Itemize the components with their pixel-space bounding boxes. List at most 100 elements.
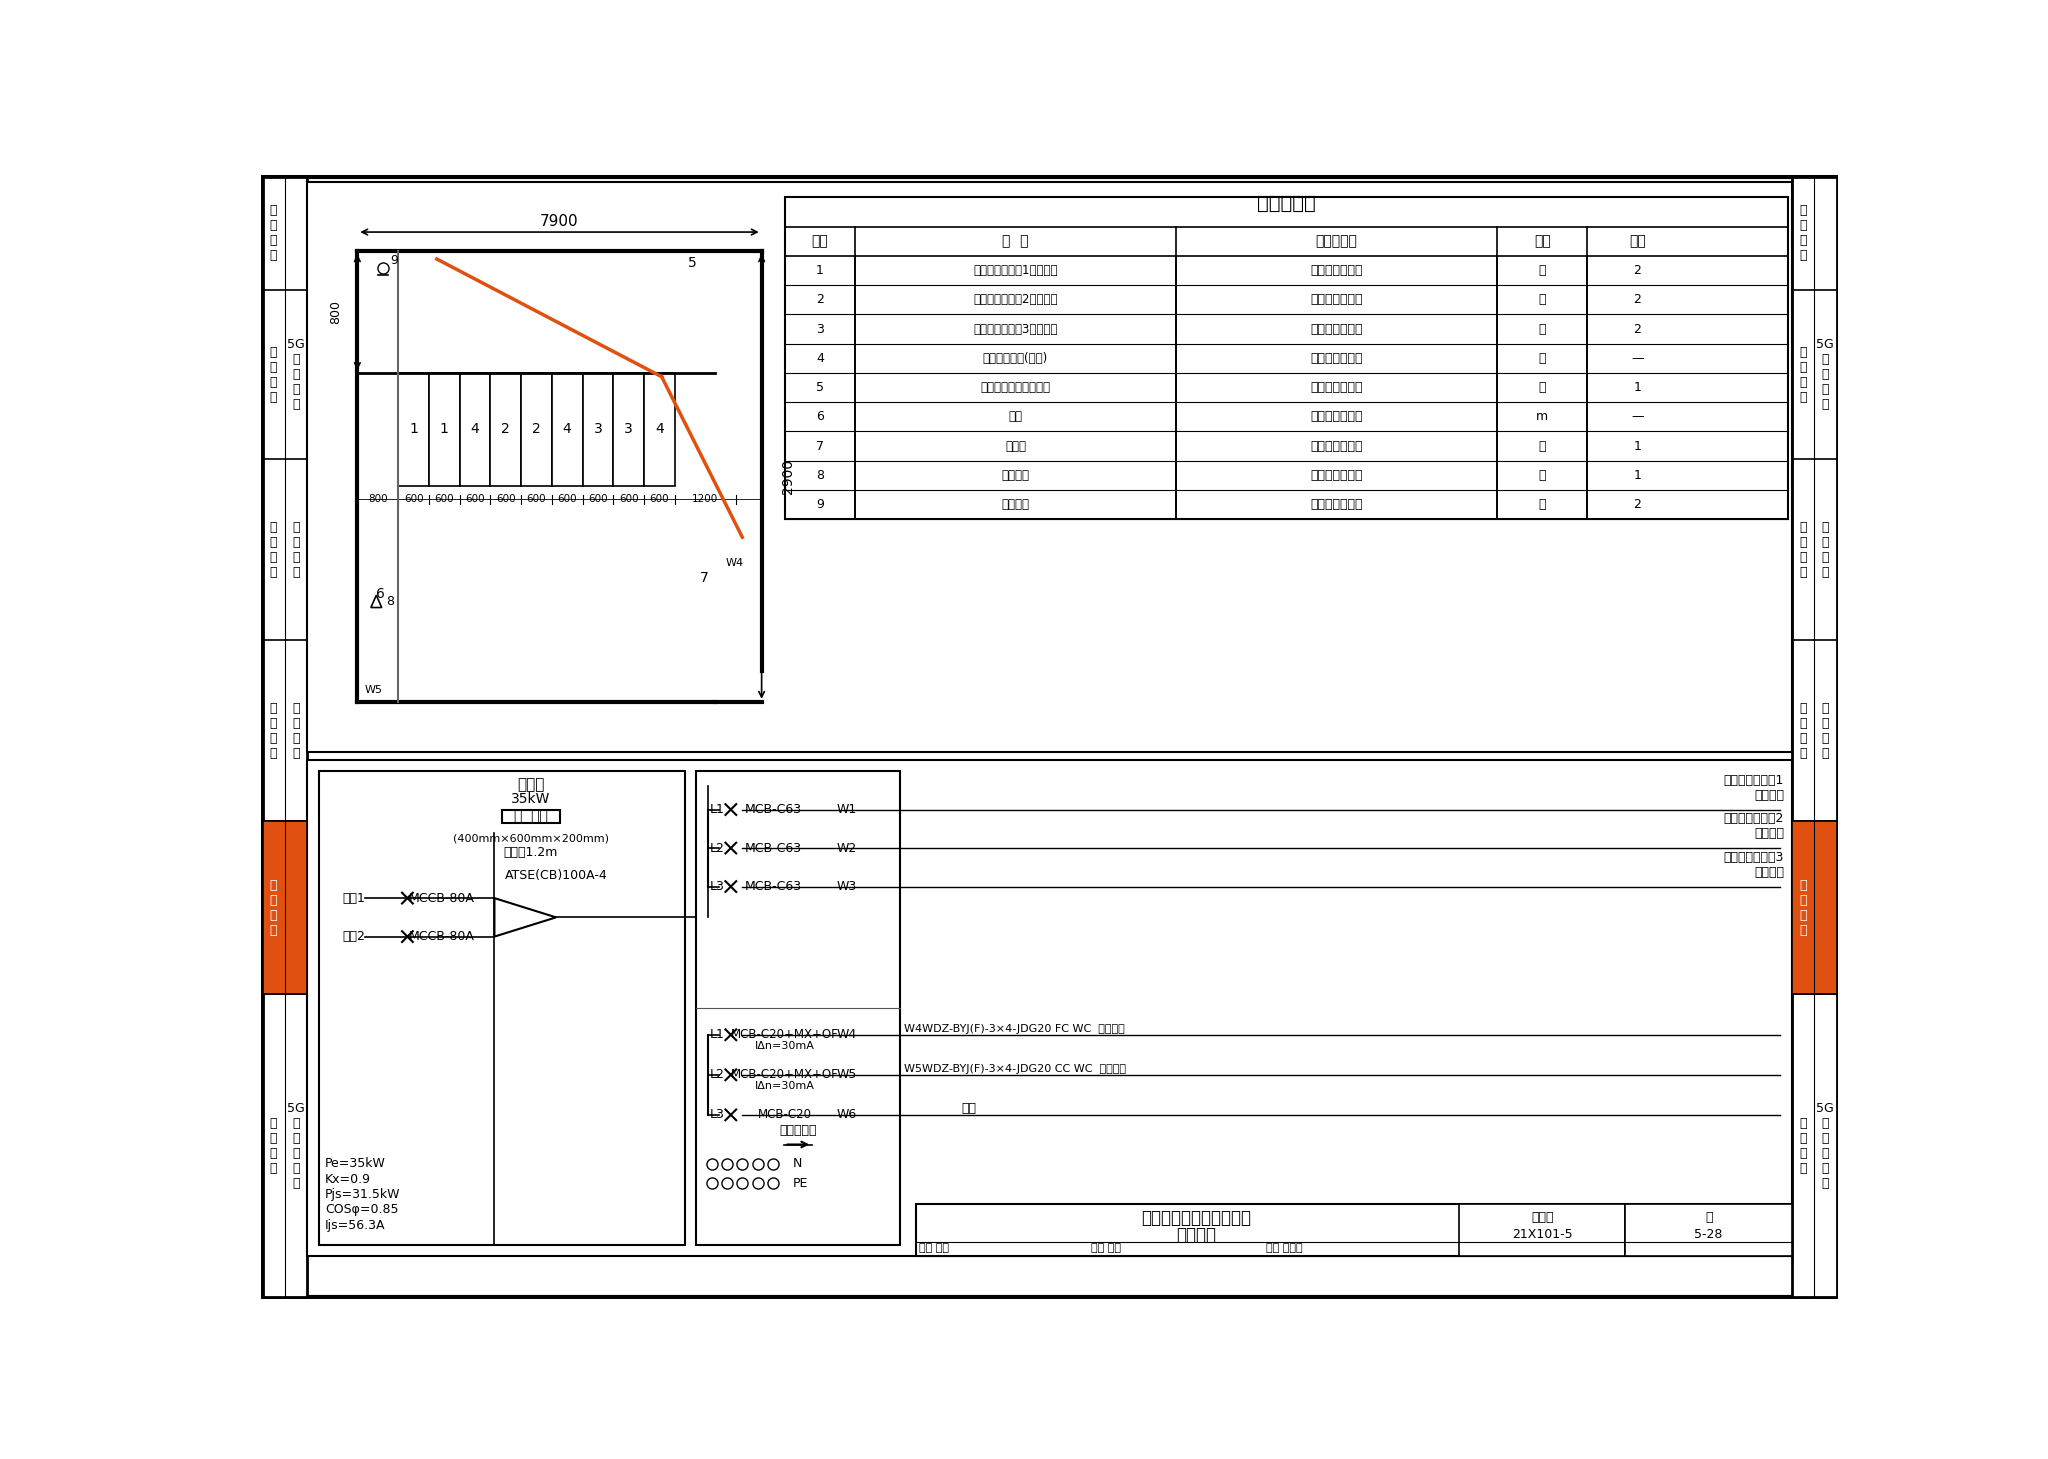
Bar <box>915 1204 1792 1256</box>
Text: 35kW: 35kW <box>512 792 551 805</box>
Bar <box>502 810 561 823</box>
Text: PE: PE <box>793 1176 807 1189</box>
Bar <box>582 374 612 486</box>
Text: 符
术
号
语: 符 术 号 语 <box>1798 204 1806 263</box>
Text: 4: 4 <box>471 422 479 436</box>
Bar <box>696 770 901 1245</box>
Text: 8: 8 <box>815 468 823 481</box>
Text: m: m <box>1536 410 1548 423</box>
Text: 7900: 7900 <box>541 214 580 229</box>
Text: 由工程设计确定: 由工程设计确定 <box>1311 468 1362 481</box>
Text: 5G
网
络
多
接
入: 5G 网 络 多 接 入 <box>1817 1102 1833 1189</box>
Text: 槽盒: 槽盒 <box>1008 410 1022 423</box>
Text: 市电1: 市电1 <box>342 891 365 905</box>
Text: 2: 2 <box>1634 264 1640 277</box>
Text: 建
筑
配
套: 建 筑 配 套 <box>1821 702 1829 760</box>
Text: 由工程设计确定: 由工程设计确定 <box>1311 381 1362 394</box>
Text: 单位: 单位 <box>1534 235 1550 248</box>
Text: 3: 3 <box>815 322 823 336</box>
Text: 5: 5 <box>688 255 696 270</box>
Text: W5: W5 <box>365 686 383 694</box>
Text: L3: L3 <box>711 1109 725 1122</box>
Text: 图集号: 图集号 <box>1532 1211 1552 1224</box>
Text: MCCB-80A: MCCB-80A <box>410 891 475 905</box>
Text: 600: 600 <box>649 495 670 505</box>
Text: 600: 600 <box>526 495 547 505</box>
Text: W4WDZ-BYJ(F)-3×4-JDG20 FC WC  检修插座: W4WDZ-BYJ(F)-3×4-JDG20 FC WC 检修插座 <box>903 1024 1124 1033</box>
Text: Kx=0.9: Kx=0.9 <box>326 1173 371 1186</box>
Text: 系
统
设
计: 系 统 设 计 <box>1798 346 1806 404</box>
Text: 建
筑
配
套: 建 筑 配 套 <box>293 521 299 579</box>
Text: 空调插座: 空调插座 <box>1001 468 1030 481</box>
Text: 型号及规格: 型号及规格 <box>1315 235 1358 248</box>
Text: L2: L2 <box>711 1068 725 1081</box>
Text: 6: 6 <box>815 410 823 423</box>
Text: 边
缘
计
算: 边 缘 计 算 <box>1798 1116 1806 1174</box>
Bar <box>1626 1204 1792 1256</box>
Text: 1200: 1200 <box>692 495 719 505</box>
Text: 块: 块 <box>1538 381 1546 394</box>
Text: W4: W4 <box>725 557 743 568</box>
Text: L1: L1 <box>711 1029 725 1042</box>
Text: 2: 2 <box>815 293 823 306</box>
Text: 名  称: 名 称 <box>1001 235 1028 248</box>
Text: 校对 游威: 校对 游威 <box>1092 1243 1120 1253</box>
Text: 个: 个 <box>1538 293 1546 306</box>
Text: 600: 600 <box>403 495 424 505</box>
Text: 600: 600 <box>557 495 578 505</box>
Text: 市电2: 市电2 <box>342 929 365 943</box>
Text: 600: 600 <box>496 495 516 505</box>
Text: 电信业务经营者1
通信机柜: 电信业务经营者1 通信机柜 <box>1724 773 1784 802</box>
Text: 建
筑
配
套: 建 筑 配 套 <box>293 702 299 760</box>
Text: —: — <box>1632 352 1645 365</box>
Text: 示
工
例
程: 示 工 例 程 <box>270 878 276 937</box>
Text: 设
施
施
工: 设 施 施 工 <box>270 702 276 760</box>
Bar <box>428 374 459 486</box>
Text: 底距地1.2m: 底距地1.2m <box>504 846 559 859</box>
Text: MCB-C63: MCB-C63 <box>745 842 801 855</box>
Text: 台: 台 <box>1538 439 1546 452</box>
Text: 电信业务经营者2通信机柜: 电信业务经营者2通信机柜 <box>973 293 1057 306</box>
Text: 备用: 备用 <box>963 1102 977 1115</box>
Text: 600: 600 <box>588 495 608 505</box>
Text: W6: W6 <box>836 1109 856 1122</box>
Text: 5G
网
络
覆
盖: 5G 网 络 覆 盖 <box>287 338 305 411</box>
Text: W5WDZ-BYJ(F)-3×4-JDG20 CC WC  空调插座: W5WDZ-BYJ(F)-3×4-JDG20 CC WC 空调插座 <box>903 1064 1126 1074</box>
Text: IΔn=30mA: IΔn=30mA <box>756 1040 815 1050</box>
Bar <box>307 182 1792 751</box>
Text: 800: 800 <box>330 301 342 324</box>
Text: 4: 4 <box>563 422 571 436</box>
Bar <box>1792 177 1837 1297</box>
Text: 电涌保护器: 电涌保护器 <box>780 1123 817 1137</box>
Text: 2: 2 <box>1634 322 1640 336</box>
Text: N: N <box>793 1157 803 1170</box>
Text: 检修插座: 检修插座 <box>1001 498 1030 511</box>
Text: 个: 个 <box>1538 352 1546 365</box>
Text: 电信业务经营者3
通信机柜: 电信业务经营者3 通信机柜 <box>1724 851 1784 878</box>
Text: IΔn=30mA: IΔn=30mA <box>756 1081 815 1091</box>
Text: 9: 9 <box>815 498 823 511</box>
Text: 设计 张卓鹏: 设计 张卓鹏 <box>1266 1243 1303 1253</box>
Bar <box>459 374 489 486</box>
Text: W5: W5 <box>836 1068 856 1081</box>
Text: L3: L3 <box>711 880 725 893</box>
Bar <box>643 374 674 486</box>
Text: COSφ=0.85: COSφ=0.85 <box>326 1204 399 1217</box>
Text: L2: L2 <box>711 842 725 855</box>
Text: 600: 600 <box>618 495 639 505</box>
Text: MCB-C20: MCB-C20 <box>758 1109 811 1122</box>
Bar <box>612 374 643 486</box>
Text: W2: W2 <box>836 842 856 855</box>
Text: 1: 1 <box>1634 381 1640 394</box>
Text: MCB-C63: MCB-C63 <box>745 802 801 816</box>
Bar <box>520 374 551 486</box>
Polygon shape <box>494 899 555 937</box>
Text: 个: 个 <box>1538 264 1546 277</box>
Text: 1: 1 <box>1634 468 1640 481</box>
Text: 600: 600 <box>465 495 485 505</box>
Polygon shape <box>371 595 381 607</box>
Text: 工业园区通信机房平面及: 工业园区通信机房平面及 <box>1141 1208 1251 1227</box>
Text: (400mm×600mm×200mm): (400mm×600mm×200mm) <box>453 835 608 843</box>
Text: 4: 4 <box>655 422 664 436</box>
Bar <box>319 770 684 1245</box>
